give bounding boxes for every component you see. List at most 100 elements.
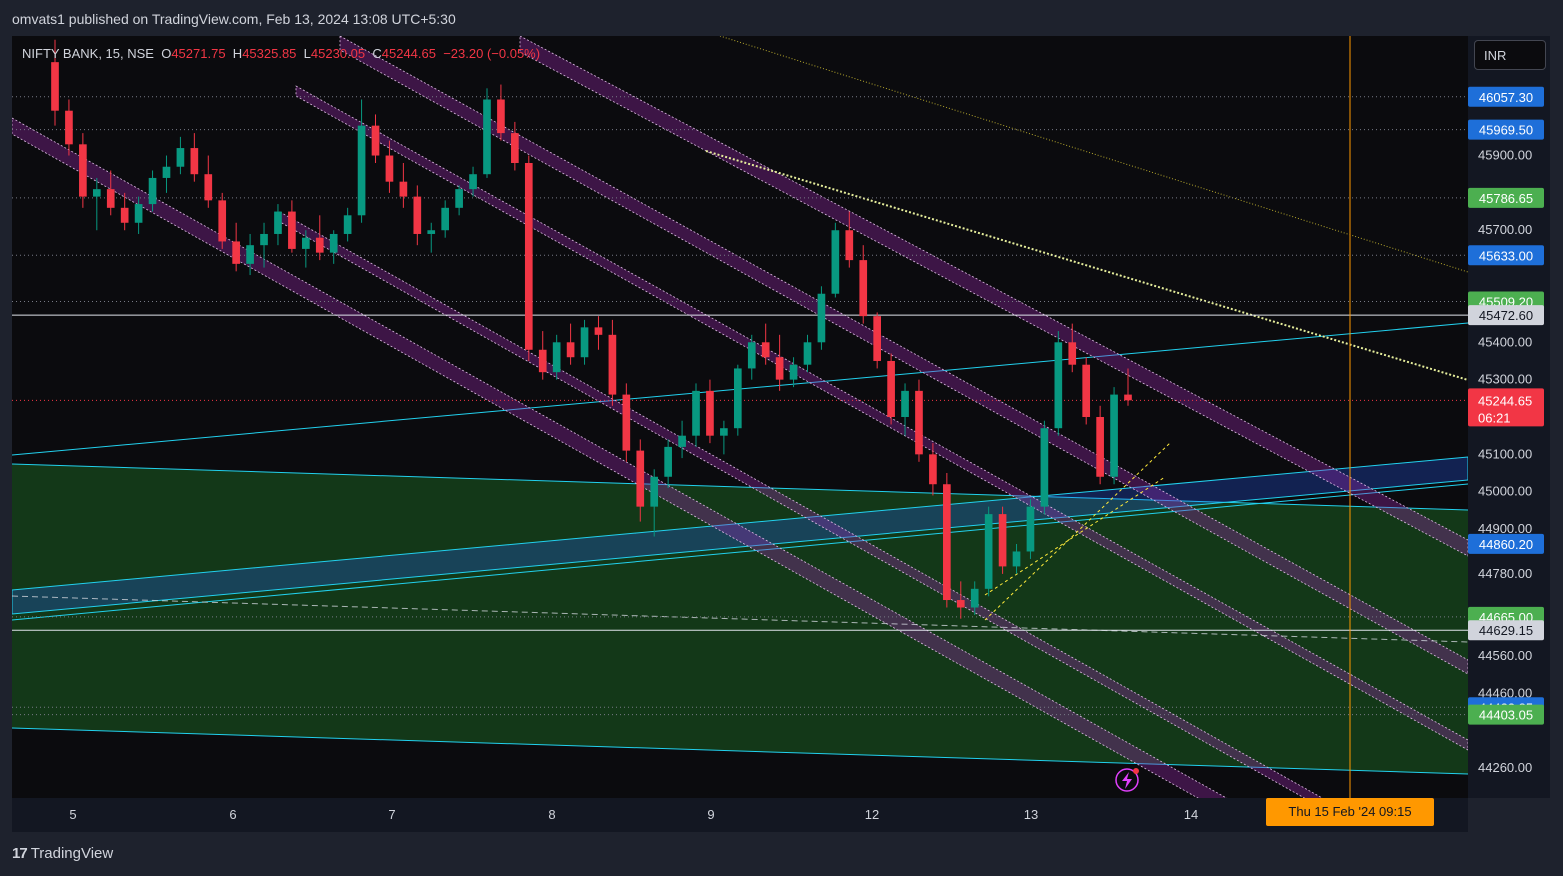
candle-body — [51, 62, 59, 111]
candle-body — [301, 237, 310, 249]
price-tag — [1468, 704, 1544, 725]
price-tag — [1468, 119, 1544, 140]
candle-body — [65, 110, 73, 145]
candle-body — [441, 207, 450, 231]
candle-body — [594, 327, 603, 335]
candle-body — [636, 450, 645, 507]
y-tick-label: 45900.00 — [1478, 148, 1532, 163]
candle-body — [524, 163, 533, 350]
candle-body — [747, 342, 756, 369]
change-value: −23.20 (−0.05%) — [443, 46, 541, 61]
candle-body — [469, 174, 477, 190]
candle-body — [775, 357, 784, 380]
candle-body — [1040, 428, 1049, 507]
descending-channel-2 — [295, 85, 1468, 751]
candle-body — [664, 446, 672, 477]
x-tick-label: 8 — [548, 807, 555, 822]
price-tag-label: 44860.20 — [1479, 537, 1533, 552]
candle-body — [260, 233, 268, 246]
tradingview-logo-text: TradingView — [30, 845, 114, 862]
candle-body — [343, 215, 352, 234]
y-tick-label: 44460.00 — [1478, 685, 1532, 700]
candle-body — [162, 166, 171, 178]
x-tick-label: 7 — [388, 807, 395, 822]
candle-body — [915, 390, 923, 455]
low-label: L — [303, 46, 311, 61]
candle-body — [274, 211, 282, 234]
candle-body — [720, 428, 728, 436]
candle-body — [427, 230, 436, 234]
candle-body — [1012, 551, 1021, 567]
close-label: C — [372, 46, 382, 61]
candle-body — [329, 233, 338, 253]
x-tick-label: 12 — [865, 807, 879, 822]
candle-body — [733, 368, 742, 429]
candle-body — [552, 342, 561, 373]
candle-body — [692, 390, 700, 436]
candle-body — [134, 204, 143, 223]
descending-channel-4 — [339, 36, 1468, 675]
candle-body — [984, 514, 993, 589]
candle-body — [385, 155, 394, 182]
candle-body — [204, 174, 213, 201]
x-tick-label: 5 — [69, 807, 76, 822]
candle-body — [357, 125, 366, 216]
y-tick-label: 44260.00 — [1478, 760, 1532, 775]
zone-bottom-line — [12, 727, 1468, 775]
candle-body — [148, 177, 157, 205]
candle-body — [817, 293, 826, 343]
y-tick-label: 44560.00 — [1478, 648, 1532, 663]
yellow-up-line-1 — [984, 442, 1171, 621]
candle-body — [176, 148, 185, 167]
price-tag-label: 44403.05 — [1479, 708, 1533, 723]
y-tick-label: 45100.00 — [1478, 446, 1532, 461]
price-chart[interactable]: 5 6 7 8 9 12 13 14 45900.00 45700.00 45400.00 45300… — [0, 0, 1563, 836]
close-value: 45244.65 — [381, 46, 436, 61]
candle-body — [1096, 417, 1104, 477]
tradingview-logo[interactable]: 17 TradingView — [12, 845, 113, 862]
low-value: 45230.05 — [310, 46, 366, 61]
crosshair-date-label: Thu 15 Feb '24 09:15 — [1266, 798, 1434, 826]
candle-body — [399, 181, 408, 197]
candle-body — [246, 245, 254, 264]
price-tag-label: 45472.60 — [1479, 308, 1533, 323]
candle-body — [831, 230, 840, 294]
candle-body — [873, 316, 882, 361]
price-tag-label: 45786.65 — [1479, 191, 1533, 206]
price-tag — [1468, 305, 1544, 326]
candle-body — [1054, 342, 1063, 429]
candle-body — [956, 600, 965, 608]
y-tick-label: 45300.00 — [1478, 372, 1532, 387]
candle-body — [120, 207, 129, 223]
currency-button[interactable]: INR — [1474, 40, 1546, 70]
symbol-name: NIFTY BANK, 15, NSE — [22, 46, 154, 61]
price-tag — [1468, 620, 1544, 641]
candle-body — [622, 394, 631, 451]
y-tick-label: 45700.00 — [1478, 222, 1532, 237]
candle-body — [92, 189, 101, 197]
candle-body — [371, 125, 380, 156]
rising-channel — [12, 456, 1468, 615]
candle-body — [761, 342, 770, 358]
candle-body — [315, 237, 324, 253]
high-label: H — [232, 46, 243, 61]
price-tag-label: 45633.00 — [1479, 248, 1533, 263]
y-tick-label: 44900.00 — [1478, 521, 1532, 536]
last-price-tag — [1468, 388, 1544, 427]
candle-body — [580, 327, 589, 358]
price-tag — [1468, 187, 1544, 208]
candle-body — [106, 189, 115, 208]
candle-body — [1124, 394, 1132, 401]
candle-body — [511, 133, 519, 163]
rising-channel-lower-line — [12, 483, 1468, 621]
alert-icon — [1115, 768, 1139, 792]
last-price-value: 45244.65 — [1478, 393, 1532, 408]
last-price-countdown: 06:21 — [1478, 410, 1511, 425]
candle-body — [608, 334, 617, 395]
publish-header: omvats1 published on TradingView.com, Fe… — [0, 0, 1563, 36]
chart-drawings — [12, 36, 1468, 798]
open-label: O — [161, 46, 172, 61]
time-axis-background — [12, 798, 1468, 832]
candle-body — [538, 349, 547, 373]
price-tag-label: 45969.50 — [1479, 123, 1533, 138]
